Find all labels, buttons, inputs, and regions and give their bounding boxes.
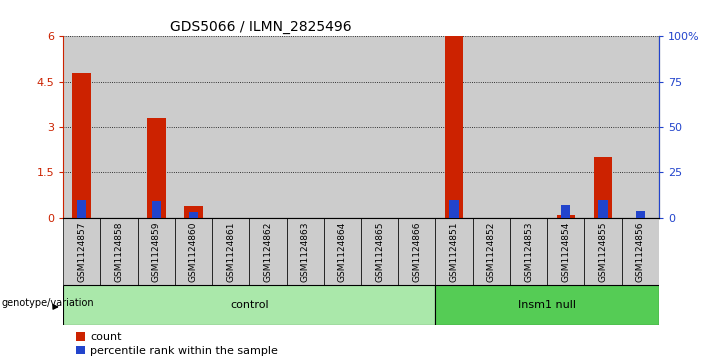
Bar bbox=[324, 218, 361, 285]
Text: GSM1124865: GSM1124865 bbox=[375, 221, 384, 282]
Bar bbox=[435, 36, 472, 218]
Bar bbox=[547, 36, 585, 218]
Text: GSM1124855: GSM1124855 bbox=[599, 221, 608, 282]
Bar bbox=[449, 200, 458, 218]
Text: GSM1124853: GSM1124853 bbox=[524, 221, 533, 282]
Bar bbox=[100, 36, 137, 218]
Text: GSM1124856: GSM1124856 bbox=[636, 221, 645, 282]
Bar bbox=[585, 36, 622, 218]
Bar bbox=[63, 36, 100, 218]
Text: GSM1124863: GSM1124863 bbox=[301, 221, 310, 282]
Bar bbox=[636, 211, 645, 218]
Bar bbox=[250, 36, 287, 218]
Bar bbox=[287, 218, 324, 285]
Bar bbox=[398, 218, 435, 285]
Bar bbox=[147, 118, 165, 218]
Bar bbox=[435, 218, 472, 285]
Text: GSM1124851: GSM1124851 bbox=[449, 221, 458, 282]
Bar bbox=[287, 36, 324, 218]
Bar bbox=[100, 218, 137, 285]
Bar bbox=[250, 218, 287, 285]
Bar bbox=[212, 218, 250, 285]
Bar bbox=[547, 218, 585, 285]
Bar bbox=[175, 36, 212, 218]
Bar bbox=[151, 201, 161, 218]
Text: GDS5066 / ILMN_2825496: GDS5066 / ILMN_2825496 bbox=[170, 20, 352, 34]
Bar bbox=[72, 73, 91, 218]
Bar bbox=[77, 200, 86, 218]
Bar bbox=[189, 212, 198, 218]
Bar bbox=[361, 36, 398, 218]
Text: GSM1124852: GSM1124852 bbox=[487, 221, 496, 282]
Bar bbox=[585, 218, 622, 285]
Bar bbox=[175, 218, 212, 285]
Text: GSM1124860: GSM1124860 bbox=[189, 221, 198, 282]
Text: GSM1124861: GSM1124861 bbox=[226, 221, 235, 282]
Bar bbox=[324, 36, 361, 218]
Text: GSM1124864: GSM1124864 bbox=[338, 221, 347, 282]
Bar bbox=[212, 36, 250, 218]
Text: control: control bbox=[230, 300, 268, 310]
Text: GSM1124866: GSM1124866 bbox=[412, 221, 421, 282]
Bar bbox=[398, 36, 435, 218]
Text: genotype/variation: genotype/variation bbox=[1, 298, 94, 308]
Bar bbox=[557, 215, 575, 218]
Bar bbox=[63, 218, 100, 285]
Legend: count, percentile rank within the sample: count, percentile rank within the sample bbox=[76, 332, 278, 356]
Bar bbox=[472, 36, 510, 218]
Bar bbox=[63, 285, 435, 325]
Bar bbox=[137, 218, 175, 285]
Bar bbox=[594, 157, 613, 218]
Bar bbox=[361, 218, 398, 285]
Bar bbox=[435, 285, 659, 325]
Bar bbox=[184, 206, 203, 218]
Text: GSM1124859: GSM1124859 bbox=[151, 221, 161, 282]
Bar bbox=[445, 36, 463, 218]
Bar bbox=[510, 218, 547, 285]
Bar bbox=[510, 36, 547, 218]
Text: GSM1124858: GSM1124858 bbox=[114, 221, 123, 282]
Text: Insm1 null: Insm1 null bbox=[518, 300, 576, 310]
Bar bbox=[137, 36, 175, 218]
Bar bbox=[599, 200, 608, 218]
Text: GSM1124854: GSM1124854 bbox=[562, 221, 571, 282]
Text: GSM1124857: GSM1124857 bbox=[77, 221, 86, 282]
Text: GSM1124862: GSM1124862 bbox=[264, 221, 273, 282]
Bar bbox=[562, 205, 571, 218]
Bar bbox=[472, 218, 510, 285]
Bar bbox=[622, 36, 659, 218]
Bar bbox=[622, 218, 659, 285]
